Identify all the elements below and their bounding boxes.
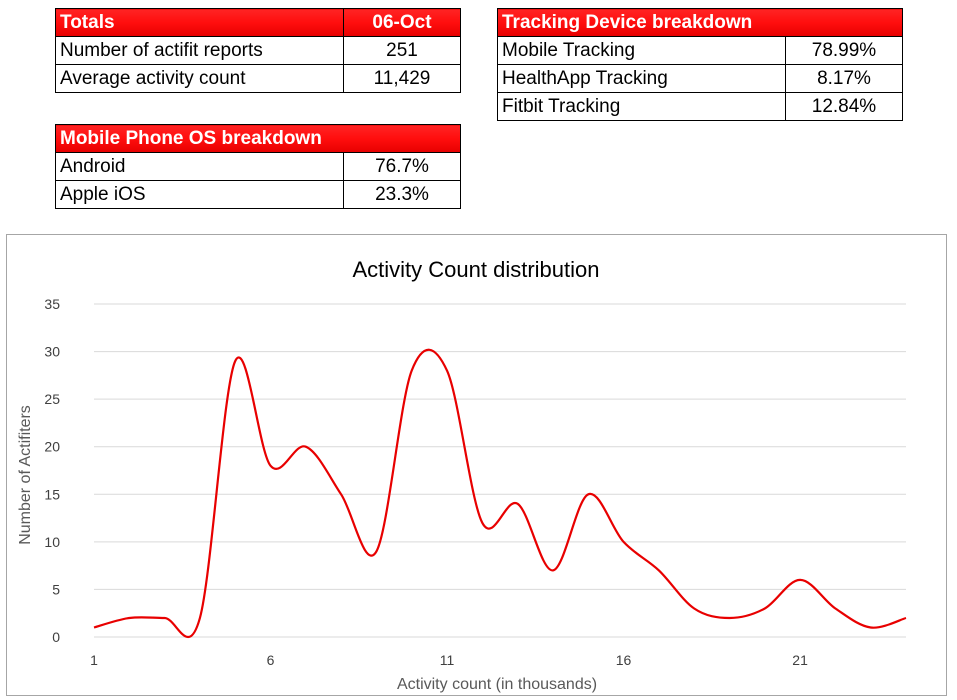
- table-row: Mobile Tracking 78.99%: [497, 36, 903, 65]
- os-title: Mobile Phone OS breakdown: [55, 124, 461, 153]
- x-tick-label: 6: [267, 652, 275, 668]
- chart-container: Activity Count distribution 0 5 10 15 20 25 30 3…: [6, 234, 947, 696]
- y-axis-title: Number of Actifiters: [17, 405, 34, 545]
- row-value: 78.99%: [785, 36, 903, 65]
- series-line: [93, 348, 907, 639]
- x-tick-label: 11: [440, 652, 455, 668]
- y-tick-label: 5: [52, 581, 60, 597]
- row-value: 11,429: [343, 64, 461, 93]
- row-value: 8.17%: [785, 64, 903, 93]
- table-row: Average activity count 11,429: [55, 64, 461, 93]
- row-label: Android: [55, 152, 344, 181]
- totals-table: Totals 06-Oct Number of actifit reports …: [55, 8, 461, 93]
- row-label: Average activity count: [55, 64, 344, 93]
- y-tick-label: 20: [44, 439, 60, 455]
- devices-title: Tracking Device breakdown: [497, 8, 903, 37]
- row-label: Number of actifit reports: [55, 36, 344, 65]
- totals-title: Totals: [55, 8, 344, 37]
- table-row: Apple iOS 23.3%: [55, 180, 461, 209]
- y-tick-label: 10: [44, 534, 60, 550]
- y-tick-label: 35: [44, 296, 60, 312]
- y-tick-label: 25: [44, 391, 60, 407]
- table-row: Number of actifit reports 251: [55, 36, 461, 65]
- row-value: 76.7%: [343, 152, 461, 181]
- row-label: Apple iOS: [55, 180, 344, 209]
- table-row: HealthApp Tracking 8.17%: [497, 64, 903, 93]
- y-tick-label: 15: [44, 486, 60, 502]
- y-tick-label: 30: [44, 344, 60, 360]
- row-label: HealthApp Tracking: [497, 64, 786, 93]
- row-value: 251: [343, 36, 461, 65]
- x-tick-label: 1: [90, 652, 98, 668]
- table-row: Fitbit Tracking 12.84%: [497, 92, 903, 121]
- totals-date: 06-Oct: [343, 8, 461, 37]
- x-tick-label: 21: [792, 652, 808, 668]
- tracking-device-table: Tracking Device breakdown Mobile Trackin…: [497, 8, 903, 121]
- os-table: Mobile Phone OS breakdown Android 76.7% …: [55, 124, 461, 209]
- y-tick-label: 0: [52, 629, 60, 645]
- x-axis-title: Activity count (in thousands): [397, 676, 597, 693]
- chart-title: Activity Count distribution: [353, 257, 600, 282]
- row-value: 12.84%: [785, 92, 903, 121]
- row-label: Mobile Tracking: [497, 36, 786, 65]
- activity-chart: Activity Count distribution 0 5 10 15 20 25 30 3…: [17, 257, 907, 693]
- x-tick-label: 16: [616, 652, 632, 668]
- row-label: Fitbit Tracking: [497, 92, 786, 121]
- row-value: 23.3%: [343, 180, 461, 209]
- table-row: Android 76.7%: [55, 152, 461, 181]
